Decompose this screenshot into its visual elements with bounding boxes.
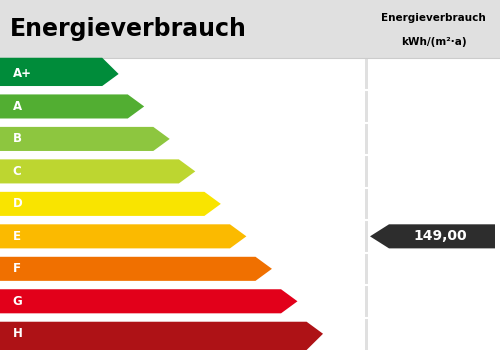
Text: kWh/(m²·a): kWh/(m²·a) — [401, 37, 466, 47]
Text: A: A — [12, 100, 22, 113]
Polygon shape — [0, 322, 323, 350]
Text: A+: A+ — [12, 68, 32, 80]
Text: Energieverbrauch: Energieverbrauch — [382, 14, 486, 23]
Polygon shape — [0, 224, 246, 248]
Polygon shape — [0, 94, 144, 119]
Polygon shape — [0, 58, 118, 86]
Text: 149,00: 149,00 — [413, 229, 467, 243]
Text: H: H — [12, 327, 22, 340]
Text: C: C — [12, 165, 21, 178]
Bar — [0, 58, 365, 350]
Text: B: B — [12, 132, 22, 146]
Bar — [0, 0, 500, 58]
Polygon shape — [0, 192, 221, 216]
Text: Energieverbrauch: Energieverbrauch — [10, 17, 247, 41]
Polygon shape — [0, 159, 196, 183]
Bar — [368, 58, 500, 350]
Text: G: G — [12, 295, 22, 308]
Text: D: D — [12, 197, 22, 210]
Polygon shape — [0, 289, 298, 313]
Polygon shape — [0, 127, 170, 151]
Polygon shape — [0, 257, 272, 281]
Text: E: E — [12, 230, 20, 243]
Polygon shape — [370, 224, 495, 248]
Text: F: F — [12, 262, 20, 275]
